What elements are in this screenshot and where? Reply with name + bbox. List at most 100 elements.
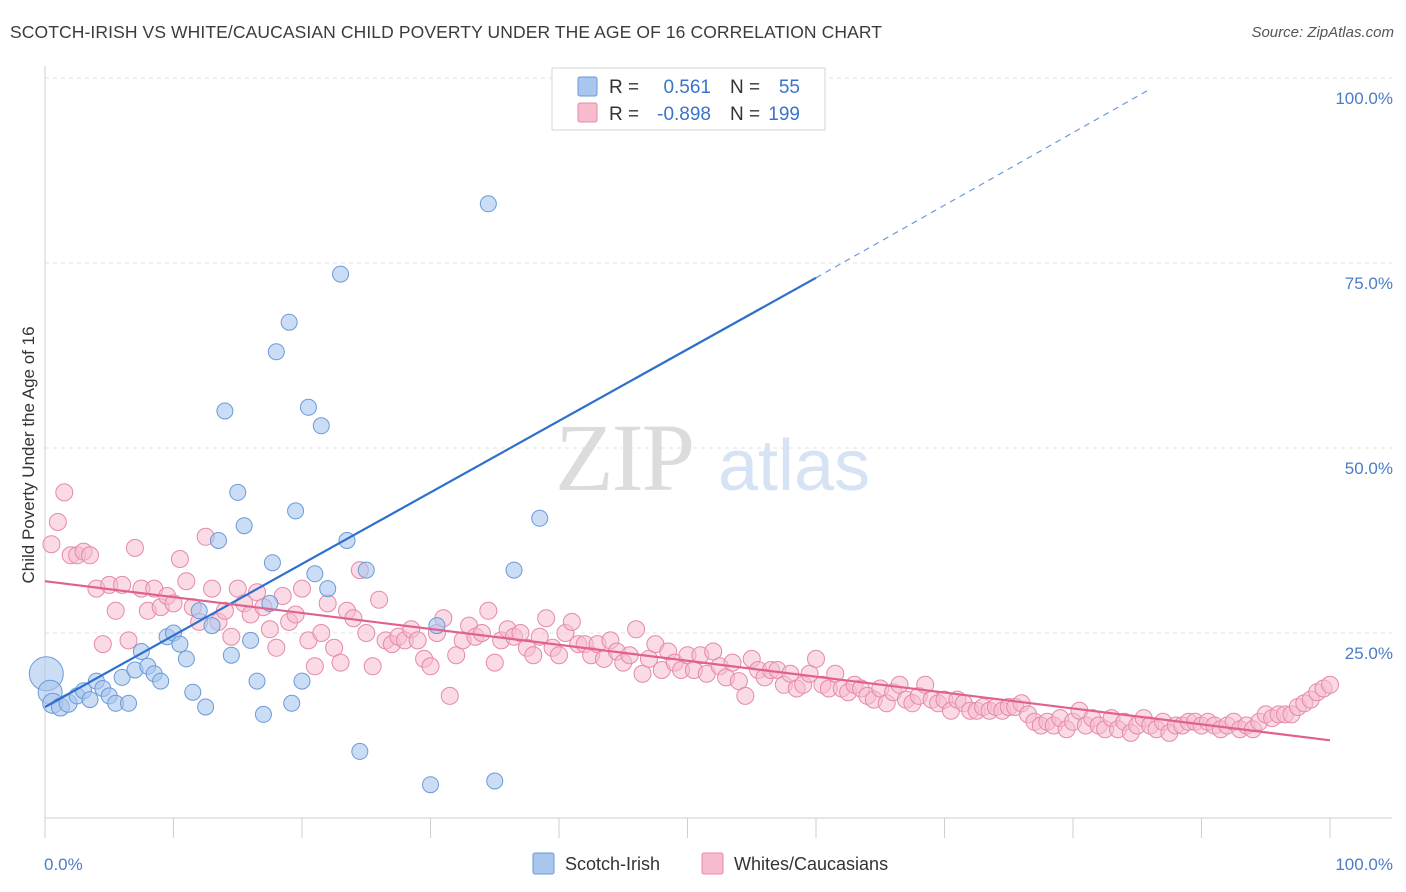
data-point-scotch-irish: [312, 417, 330, 435]
data-point-scotch-irish: [254, 705, 272, 723]
data-point-scotch-irish: [229, 483, 247, 501]
x-tick-label-max: 100.0%: [1335, 855, 1393, 874]
data-point-scotch-irish: [357, 561, 375, 579]
axes: [44, 66, 1392, 838]
y-tick-label: 25.0%: [1345, 644, 1393, 663]
data-point-whites-caucasians: [203, 579, 222, 598]
y-tick-label: 75.0%: [1345, 274, 1393, 293]
data-point-scotch-irish: [216, 402, 234, 420]
legend-swatch-scotch-irish: [577, 76, 598, 97]
data-point-scotch-irish: [177, 650, 195, 668]
data-point-whites-caucasians: [524, 646, 543, 665]
data-point-scotch-irish: [505, 561, 523, 579]
grid-lines: [45, 77, 1392, 634]
bottom-legend-label-whites-caucasians: Whites/Caucasians: [734, 854, 888, 874]
data-point-whites-caucasians: [48, 513, 67, 531]
bottom-legend-swatch-scotch-irish: [532, 852, 555, 875]
legend: R = 0.561 N = 55 R = -0.898 N = 199: [551, 67, 826, 131]
data-point-whites-caucasians: [80, 546, 99, 565]
data-point-whites-caucasians: [222, 627, 241, 646]
legend-r-value-1: -0.898: [657, 104, 711, 125]
data-point-whites-caucasians: [331, 653, 350, 672]
trend-lines: [44, 88, 1331, 742]
trend-line-scotch-irish: [44, 276, 817, 708]
data-point-scotch-irish: [531, 509, 549, 527]
data-point-whites-caucasians: [421, 657, 440, 676]
data-point-scotch-irish: [120, 694, 138, 712]
series-scotch-irish: [28, 69, 741, 794]
data-point-whites-caucasians: [472, 624, 491, 642]
data-point-whites-caucasians: [723, 653, 742, 672]
y-tick-label: 100.0%: [1335, 89, 1393, 108]
data-point-whites-caucasians: [485, 653, 504, 672]
data-point-scotch-irish: [299, 398, 317, 416]
bottom-legend: Scotch-Irish Whites/Caucasians: [532, 852, 888, 875]
data-point-whites-caucasians: [286, 605, 305, 624]
data-point-scotch-irish: [203, 617, 221, 635]
data-point-whites-caucasians: [55, 483, 74, 502]
legend-n-label-0: N =: [730, 77, 760, 98]
watermark-atlas: atlas: [718, 426, 870, 506]
data-point-scotch-irish: [319, 580, 337, 598]
bottom-legend-label-scotch-irish: Scotch-Irish: [565, 854, 660, 874]
data-point-scotch-irish: [280, 313, 298, 331]
legend-n-value-1: 199: [768, 104, 800, 125]
trend-line-whites-caucasians: [44, 580, 1331, 742]
data-point-whites-caucasians: [177, 572, 196, 591]
data-point-whites-caucasians: [170, 550, 189, 568]
data-point-whites-caucasians: [273, 587, 292, 605]
data-point-whites-caucasians: [93, 635, 112, 654]
data-point-whites-caucasians: [305, 657, 324, 676]
data-point-whites-caucasians: [125, 538, 144, 557]
data-point-whites-caucasians: [627, 620, 646, 639]
source-label: Source: ZipAtlas.com: [1251, 24, 1394, 41]
data-point-whites-caucasians: [408, 631, 427, 650]
data-point-whites-caucasians: [106, 601, 125, 620]
data-point-scotch-irish: [235, 517, 253, 535]
data-point-scotch-irish: [486, 772, 504, 790]
data-point-scotch-irish: [261, 594, 279, 612]
watermark: ZIP atlas: [555, 404, 870, 511]
data-point-whites-caucasians: [318, 594, 337, 613]
data-point-scotch-irish: [479, 195, 497, 213]
legend-swatch-whites-caucasians: [577, 102, 598, 123]
data-point-whites-caucasians: [479, 601, 498, 620]
x-tick-label-min: 0.0%: [44, 855, 83, 874]
data-point-scotch-irish: [248, 672, 266, 690]
data-point-scotch-irish: [81, 691, 99, 709]
data-point-whites-caucasians: [260, 620, 279, 639]
y-axis-title: Child Poverty Under the Age of 16: [19, 326, 38, 583]
data-point-whites-caucasians: [267, 638, 286, 657]
watermark-zip: ZIP: [555, 404, 693, 511]
data-point-whites-caucasians: [440, 686, 459, 705]
legend-r-label-0: R =: [609, 77, 639, 98]
series-whites-caucasians: [42, 483, 1339, 742]
data-point-scotch-irish: [222, 646, 240, 664]
data-point-whites-caucasians: [550, 646, 568, 665]
tick-labels: 25.0% 50.0% 75.0% 100.0% 0.0% 100.0%: [44, 89, 1393, 874]
data-point-scotch-irish: [306, 565, 324, 583]
data-point-scotch-irish: [332, 265, 350, 283]
data-point-scotch-irish: [267, 343, 285, 361]
data-point-whites-caucasians: [807, 649, 825, 668]
data-point-scotch-irish: [263, 554, 281, 572]
data-point-scotch-irish: [287, 502, 305, 520]
chart-title: SCOTCH-IRISH VS WHITE/CAUCASIAN CHILD PO…: [10, 22, 883, 42]
data-point-whites-caucasians: [42, 535, 61, 554]
data-point-whites-caucasians: [562, 612, 581, 631]
bottom-legend-swatch-whites-caucasians: [701, 852, 724, 875]
data-point-scotch-irish: [184, 683, 202, 701]
data-point-scotch-irish: [113, 668, 131, 686]
data-point-whites-caucasians: [736, 686, 755, 705]
data-point-scotch-irish: [209, 532, 227, 549]
legend-n-label-1: N =: [730, 104, 760, 125]
data-point-scotch-irish: [197, 698, 215, 716]
data-point-whites-caucasians: [312, 624, 331, 642]
data-point-scotch-irish: [351, 742, 369, 760]
data-point-scotch-irish: [242, 631, 260, 649]
trend-line-scotch-irish-extension: [815, 88, 1151, 279]
data-point-whites-caucasians: [1321, 675, 1339, 694]
data-point-scotch-irish: [422, 776, 439, 794]
data-point-scotch-irish: [283, 694, 301, 712]
